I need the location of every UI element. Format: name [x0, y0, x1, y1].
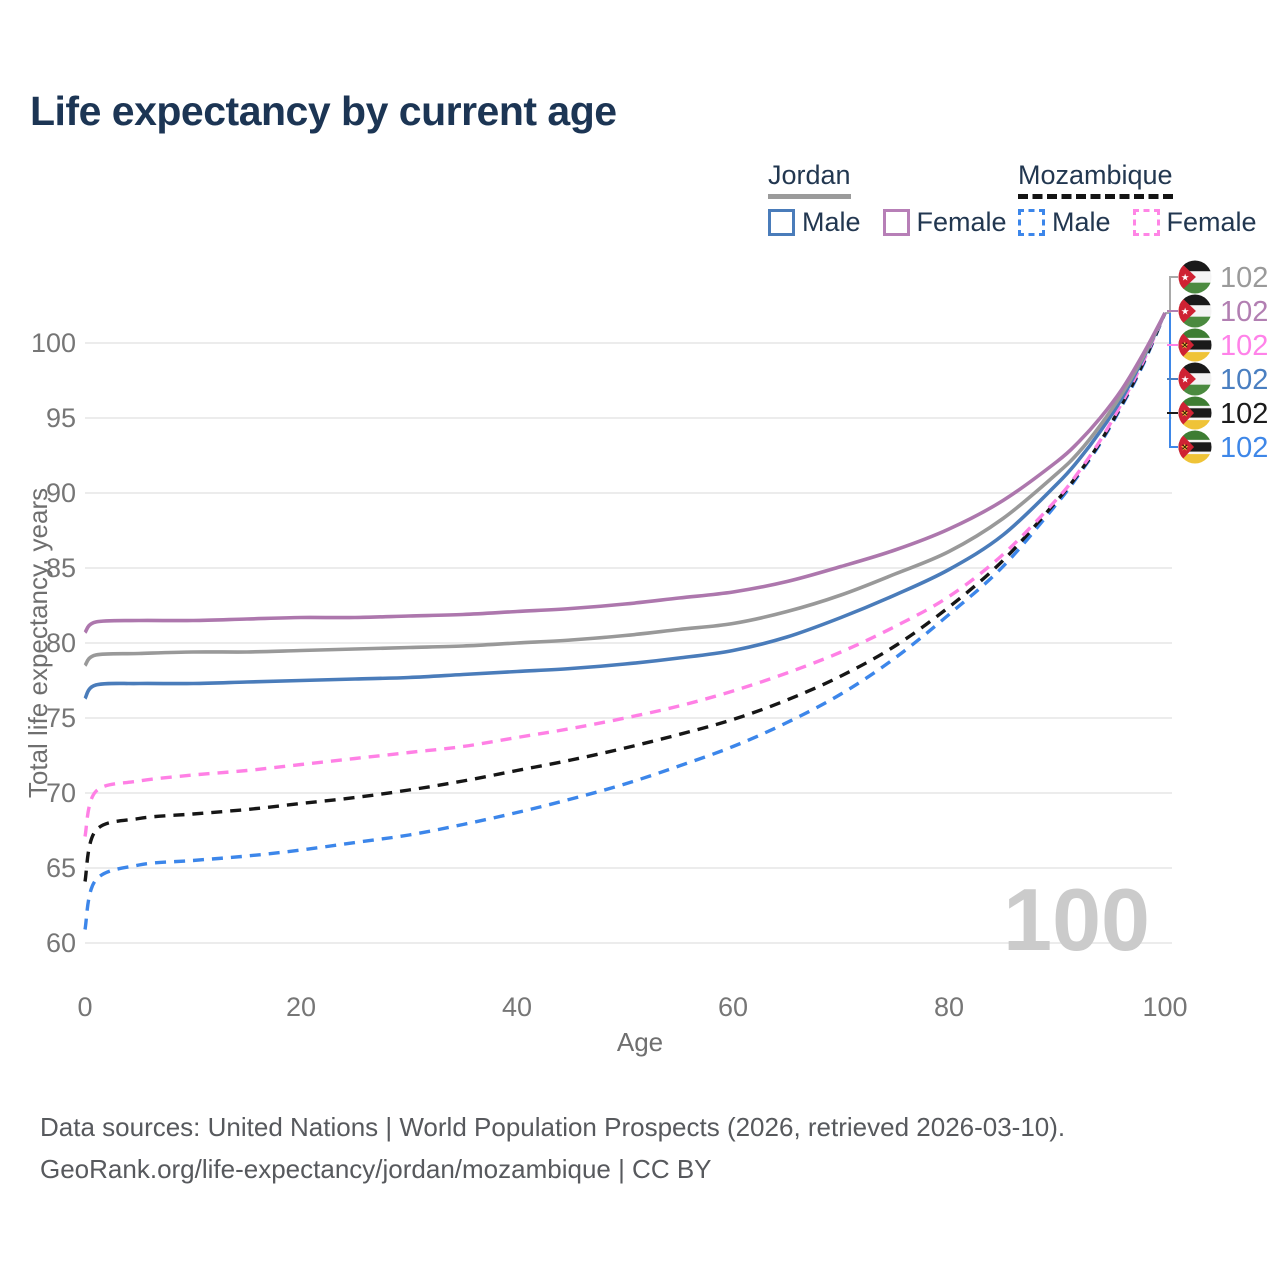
jordan-flag-icon	[1178, 294, 1212, 328]
legend-item-mozambique-male[interactable]: Male	[1018, 207, 1111, 238]
x-tick-label: 100	[1142, 992, 1187, 1022]
leader-line	[1169, 313, 1178, 448]
series-line-mozambique-all	[83, 312, 1167, 882]
legend-swatch-mozambique-male	[1018, 209, 1045, 236]
leader-line	[1165, 276, 1178, 314]
end-label-value: 102	[1220, 262, 1268, 294]
legend-item-mozambique-female[interactable]: Female	[1132, 207, 1257, 238]
legend-item-jordan-female[interactable]: Female	[882, 207, 1007, 238]
legend-group-title-jordan[interactable]: Jordan	[768, 160, 851, 199]
series-line-jordan-male	[83, 312, 1167, 700]
x-tick-label: 40	[502, 992, 532, 1022]
footer-attribution-link[interactable]: GeoRank.org/life-expectancy/jordan/mozam…	[40, 1154, 712, 1185]
series-line-mozambique-male	[83, 312, 1167, 930]
y-tick-label: 65	[46, 853, 76, 883]
legend-swatch-mozambique-female	[1132, 209, 1160, 236]
series-line-jordan-all	[83, 312, 1167, 667]
legend-label-jordan-female: Female	[916, 207, 1007, 237]
y-axis-title: Total life expectancy, years	[23, 488, 53, 798]
end-label-value: 102	[1220, 364, 1268, 396]
y-tick-label: 75	[46, 703, 76, 733]
legend-label-mozambique-male: Male	[1052, 207, 1111, 237]
legend-label-mozambique-female: Female	[1166, 207, 1257, 237]
mozambique-flag-icon	[1178, 430, 1212, 464]
legend-items-jordan: Male Female	[768, 207, 1029, 238]
x-tick-label: 0	[77, 992, 92, 1022]
legend-group-title-mozambique[interactable]: Mozambique	[1018, 160, 1173, 199]
x-axis-title: Age	[617, 1027, 663, 1057]
end-label-value: 102	[1220, 398, 1268, 430]
jordan-flag-icon	[1178, 362, 1212, 396]
page-title: Life expectancy by current age	[30, 88, 617, 134]
x-tick-label: 20	[286, 992, 316, 1022]
legend-group-mozambique: Mozambique Male Female	[1018, 160, 1279, 238]
mozambique-flag-icon	[1178, 396, 1212, 430]
y-tick-label: 70	[46, 778, 76, 808]
legend-label-jordan-male: Male	[802, 207, 861, 237]
legend-group-jordan: Jordan Male Female	[768, 160, 1029, 238]
y-tick-label: 80	[46, 628, 76, 658]
footer: Data sources: United Nations | World Pop…	[40, 1106, 1065, 1190]
x-tick-label: 80	[934, 992, 964, 1022]
legend-swatch-jordan-female	[882, 209, 910, 236]
legend-items-mozambique: Male Female	[1018, 207, 1279, 238]
end-label-value: 102	[1220, 296, 1268, 328]
y-tick-label: 95	[46, 403, 76, 433]
footer-data-sources: Data sources: United Nations | World Pop…	[40, 1112, 1066, 1142]
legend-swatch-jordan-male	[768, 209, 795, 236]
y-tick-label: 60	[46, 928, 76, 958]
y-tick-label: 85	[46, 553, 76, 583]
jordan-flag-icon	[1178, 260, 1212, 294]
series-line-mozambique-female	[83, 312, 1167, 837]
series-line-jordan-female	[83, 312, 1167, 634]
mozambique-flag-icon	[1178, 328, 1212, 362]
age-watermark: 100	[1003, 870, 1150, 969]
x-tick-label: 60	[718, 992, 748, 1022]
y-tick-label: 100	[31, 328, 76, 358]
end-label-value: 102	[1220, 432, 1268, 464]
legend-item-jordan-male[interactable]: Male	[768, 207, 861, 238]
end-label-value: 102	[1220, 330, 1268, 362]
y-tick-label: 90	[46, 478, 76, 508]
